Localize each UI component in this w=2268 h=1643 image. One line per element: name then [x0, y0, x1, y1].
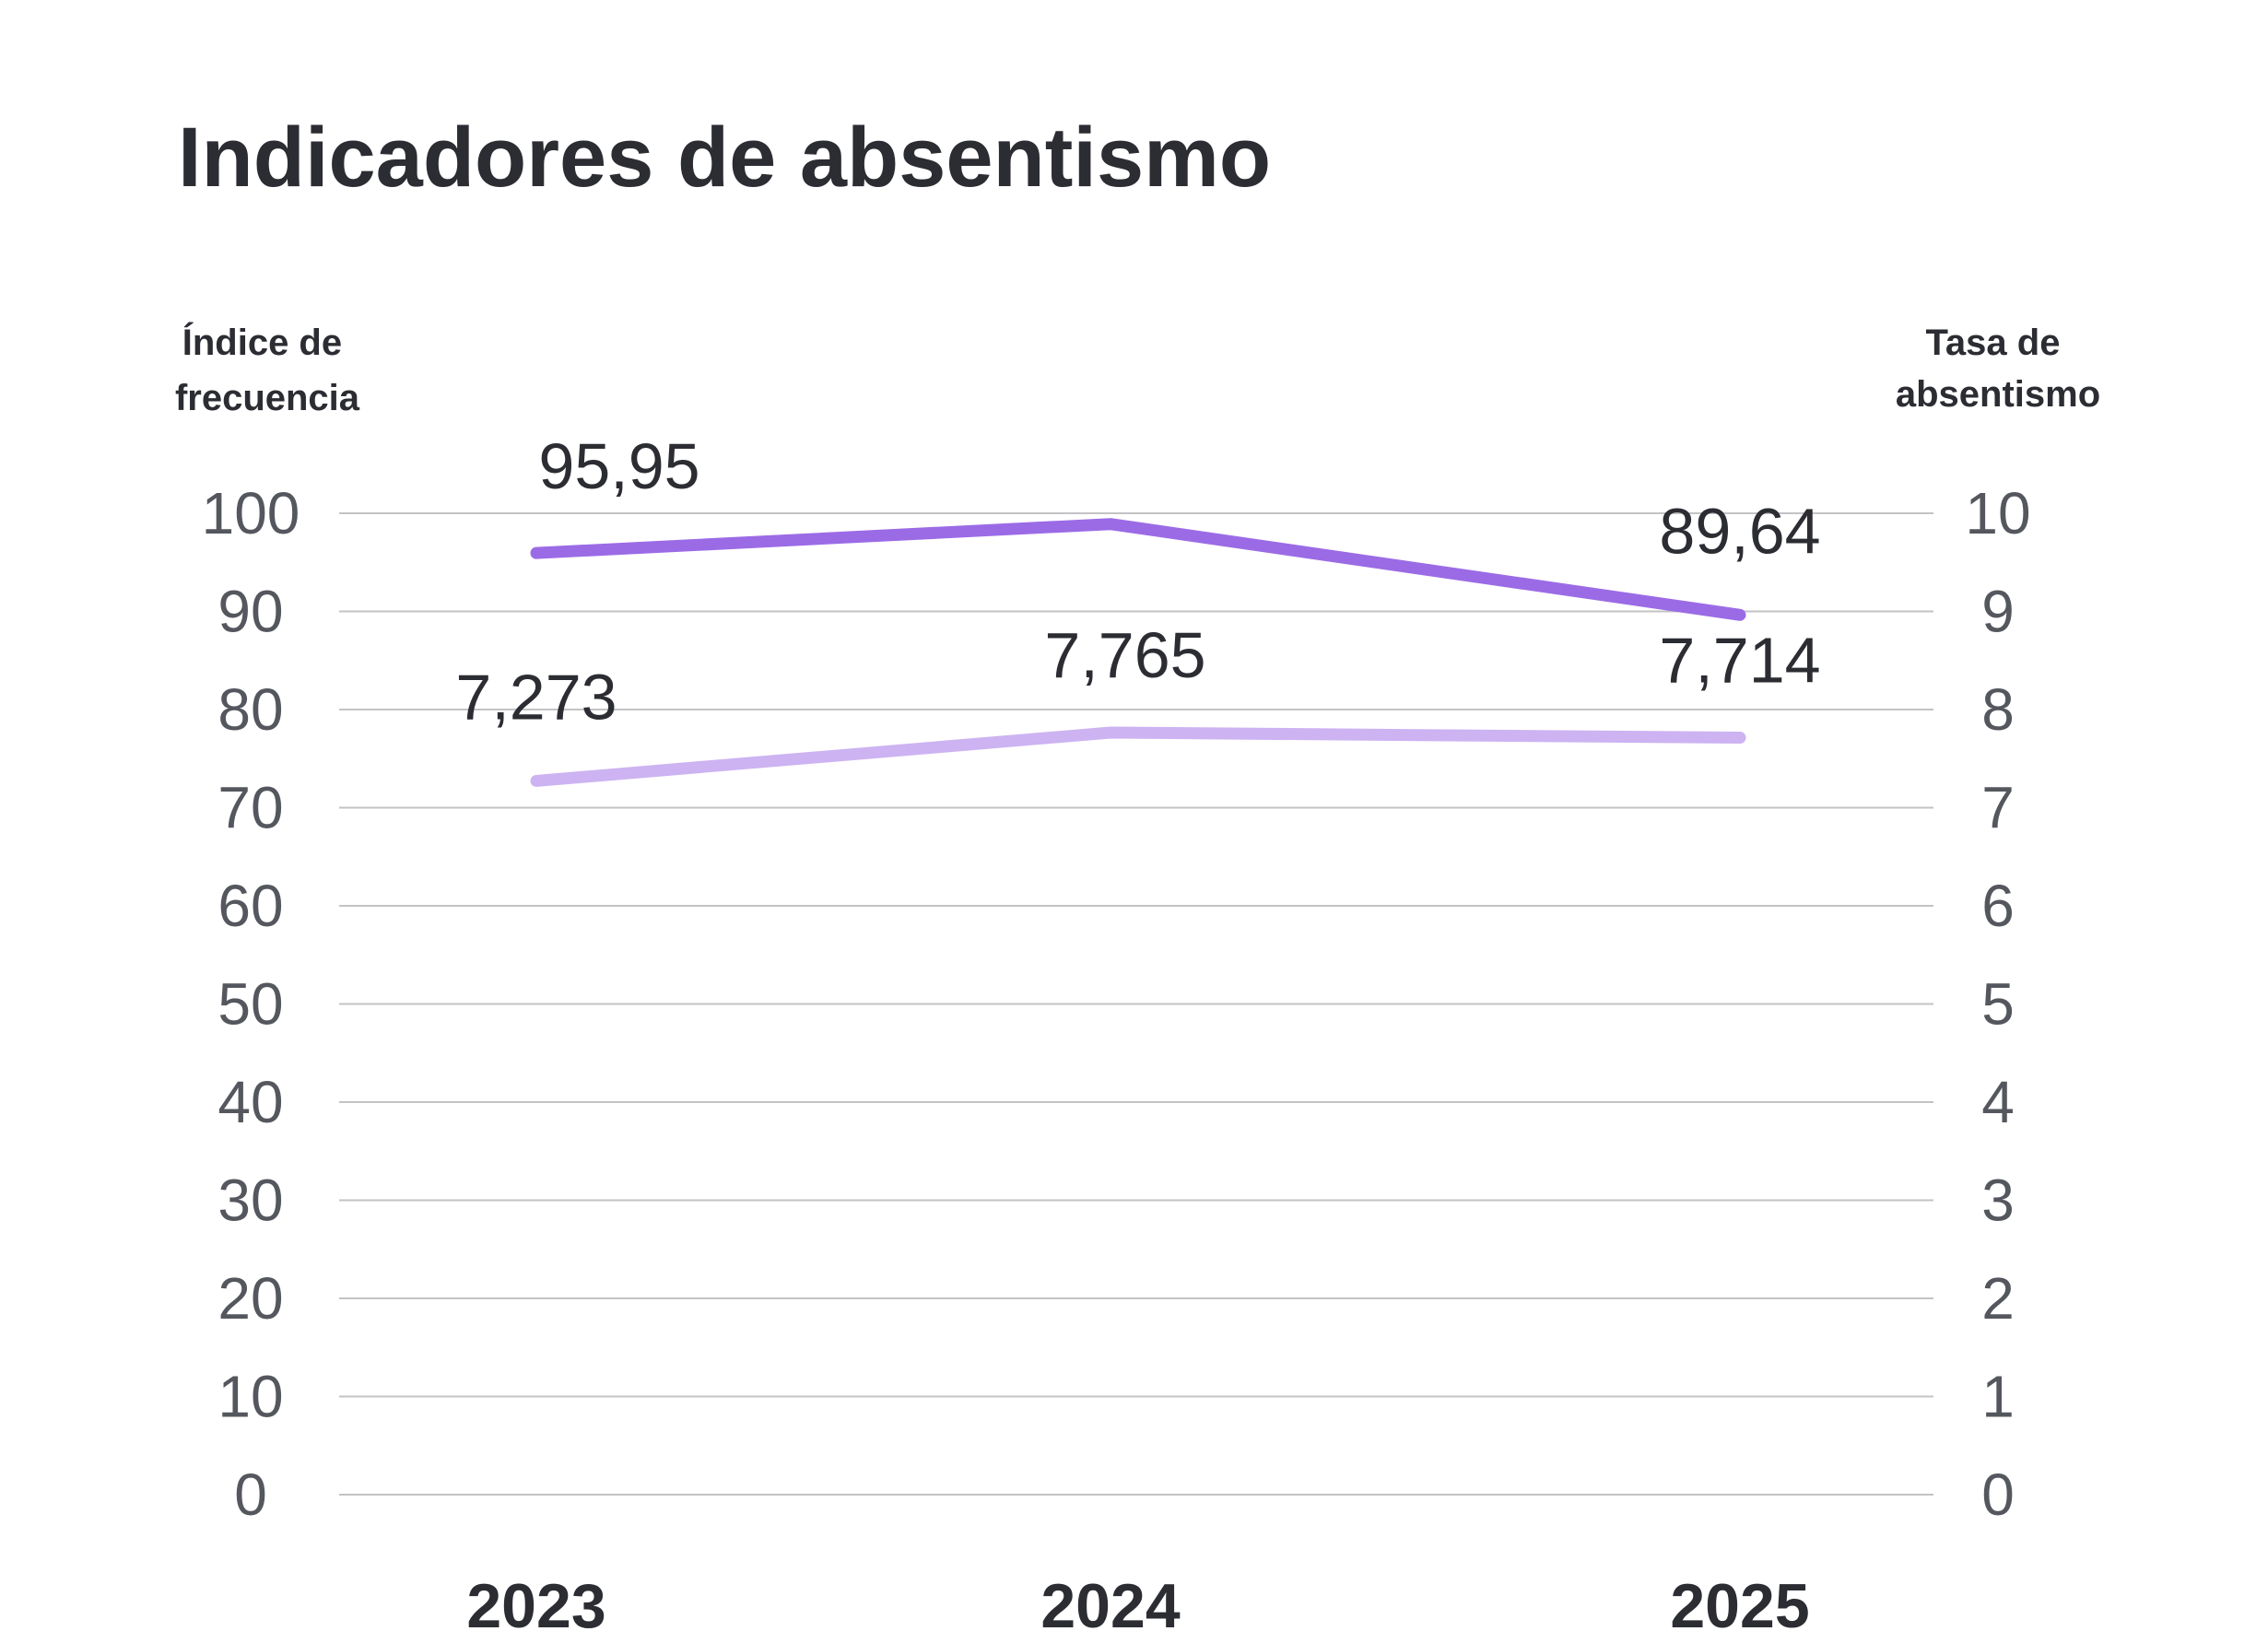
right-tick-label: 8: [1981, 676, 2015, 743]
left-tick-label: 80: [217, 676, 283, 743]
left-tick-label: 40: [217, 1069, 283, 1135]
x-category-label: 2024: [1040, 1571, 1180, 1641]
right-axis-ticks: 0 1 2 3 4 5 6 7 8 9 10: [1965, 480, 2030, 1528]
data-label: 95,95: [538, 430, 699, 502]
right-tick-label: 5: [1981, 971, 2015, 1038]
right-axis-title: Tasa de absentismo: [1896, 323, 2100, 415]
left-axis-title-line-2: frecuencia: [175, 378, 360, 418]
left-tick-label: 60: [217, 873, 283, 939]
data-point: [1739, 736, 1741, 739]
right-tick-label: 1: [1981, 1364, 2015, 1430]
x-axis-categories: 2023 2024 2025: [466, 1571, 1809, 1641]
left-tick-label: 20: [217, 1265, 283, 1332]
left-axis-ticks: 0 10 20 30 40 50 60 70 80 90 100: [202, 480, 300, 1528]
data-point: [535, 552, 537, 555]
left-tick-label: 50: [217, 971, 283, 1038]
left-axis-title-line-1: Índice de: [182, 322, 342, 363]
data-label: 7,273: [455, 661, 617, 733]
series-lines: [530, 518, 1746, 787]
right-tick-label: 3: [1981, 1168, 2015, 1234]
data-label: 7,765: [1044, 619, 1205, 691]
data-point: [1739, 614, 1741, 616]
x-category-label: 2025: [1670, 1571, 1809, 1641]
left-tick-label: 30: [217, 1168, 283, 1234]
right-tick-label: 7: [1981, 775, 2015, 841]
left-tick-label: 90: [217, 579, 283, 645]
gridlines: [339, 512, 1933, 1496]
data-labels: 95,95 89,64 7,273 7,765 7,714: [455, 430, 1820, 733]
right-tick-label: 9: [1981, 579, 2015, 645]
left-tick-label: 100: [202, 480, 300, 546]
right-axis-title-line-1: Tasa de: [1925, 323, 2060, 363]
right-tick-label: 6: [1981, 873, 2015, 939]
left-tick-label: 0: [234, 1461, 267, 1528]
series-line: [530, 726, 1746, 787]
left-tick-label: 10: [217, 1364, 283, 1430]
data-point: [535, 780, 537, 782]
data-label: 7,714: [1659, 624, 1820, 696]
data-point: [1110, 732, 1111, 734]
series-line: [530, 518, 1746, 621]
right-tick-label: 2: [1981, 1265, 2015, 1332]
data-label: 89,64: [1659, 495, 1820, 567]
right-tick-label: 0: [1981, 1461, 2015, 1528]
chart-title: Indicadores de absentismo: [178, 111, 1271, 205]
right-tick-label: 10: [1965, 480, 2030, 546]
left-tick-label: 70: [217, 775, 283, 841]
right-tick-label: 4: [1981, 1069, 2015, 1135]
data-point: [1110, 522, 1111, 525]
x-category-label: 2023: [466, 1571, 605, 1641]
left-axis-title: Índice de frecuencia: [175, 322, 360, 418]
right-axis-title-line-2: absentismo: [1896, 374, 2100, 415]
